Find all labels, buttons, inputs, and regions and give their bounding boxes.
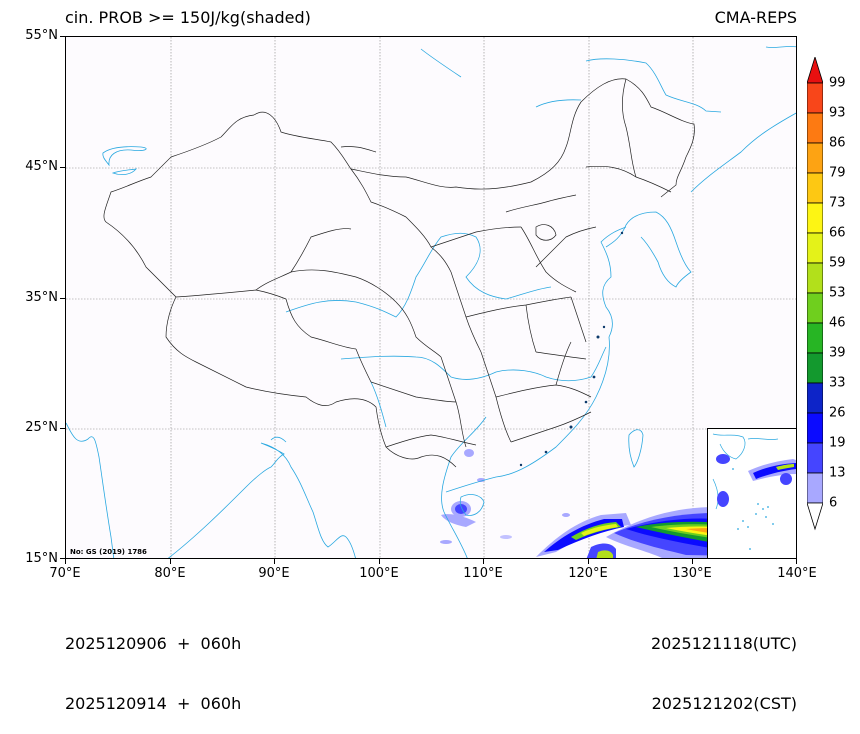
colorbar-label: 86 [829, 135, 846, 151]
lon-tick-label: 110°E [463, 566, 503, 581]
lon-tick-label: 80°E [154, 566, 186, 581]
init-time-utc: 2025120906 + 060h [65, 634, 242, 653]
colorbar-label: 66 [829, 225, 846, 241]
colorbar-label: 93 [829, 105, 846, 121]
tick-mark [483, 559, 484, 564]
init-time-block: 2025120906 + 060h 2025120914 + 060h [65, 594, 241, 734]
lat-tick-label: 55°N [25, 28, 58, 43]
lon-tick-label: 70°E [49, 566, 81, 581]
valid-time-block: 2025121118(UTC) 2025121202(CST) [651, 594, 797, 734]
colorbar-label: 59 [829, 255, 846, 271]
borders [103, 78, 695, 468]
lon-tick-label: 140°E [777, 566, 817, 581]
init-time-cst: 2025120914 + 060h [65, 694, 242, 713]
tick-mark [60, 428, 65, 429]
tick-mark [692, 559, 693, 564]
colorbar-label: 13 [829, 465, 846, 481]
colorbar-graphic [807, 57, 823, 531]
south-china-sea-inset [707, 428, 796, 558]
colorbar-label: 6 [829, 495, 838, 511]
valid-time-utc: 2025121118(UTC) [651, 634, 797, 653]
tick-mark [274, 559, 275, 564]
colorbar-label: 39 [829, 345, 846, 361]
tick-mark [65, 559, 66, 564]
lat-tick-label: 35°N [25, 290, 58, 305]
chart-title: cin. PROB >= 150J/kg(shaded) [65, 8, 311, 27]
colorbar-label: 53 [829, 285, 846, 301]
map-canvas [66, 37, 796, 558]
tick-mark [60, 167, 65, 168]
lon-tick-label: 90°E [258, 566, 290, 581]
colorbar-label: 19 [829, 435, 846, 451]
tick-mark [379, 559, 380, 564]
lon-tick-label: 130°E [672, 566, 712, 581]
tick-mark [60, 298, 65, 299]
colorbar-label: 33 [829, 375, 846, 391]
lon-tick-label: 120°E [568, 566, 608, 581]
tick-mark [60, 36, 65, 37]
tick-mark [60, 558, 65, 559]
lon-tick-label: 100°E [359, 566, 399, 581]
gridlines [66, 37, 796, 558]
coastal-islands [519, 231, 624, 467]
colorbar-label: 46 [829, 315, 846, 331]
model-name: CMA-REPS [714, 8, 797, 27]
tick-mark [170, 559, 171, 564]
tick-mark [588, 559, 589, 564]
valid-time-cst: 2025121202(CST) [651, 694, 797, 713]
colorbar-label: 26 [829, 405, 846, 421]
lat-tick-label: 45°N [25, 159, 58, 174]
tick-mark [796, 559, 797, 564]
colorbar-label: 79 [829, 165, 846, 181]
coastlines [66, 46, 796, 558]
lat-tick-label: 15°N [25, 551, 58, 566]
map-plot-area[interactable]: No: GS (2019) 1786 [65, 36, 797, 559]
colorbar-label: 99 [829, 75, 846, 91]
colorbar-label: 73 [829, 195, 846, 211]
lat-tick-label: 25°N [25, 420, 58, 435]
map-review-number: No: GS (2019) 1786 [70, 548, 147, 556]
